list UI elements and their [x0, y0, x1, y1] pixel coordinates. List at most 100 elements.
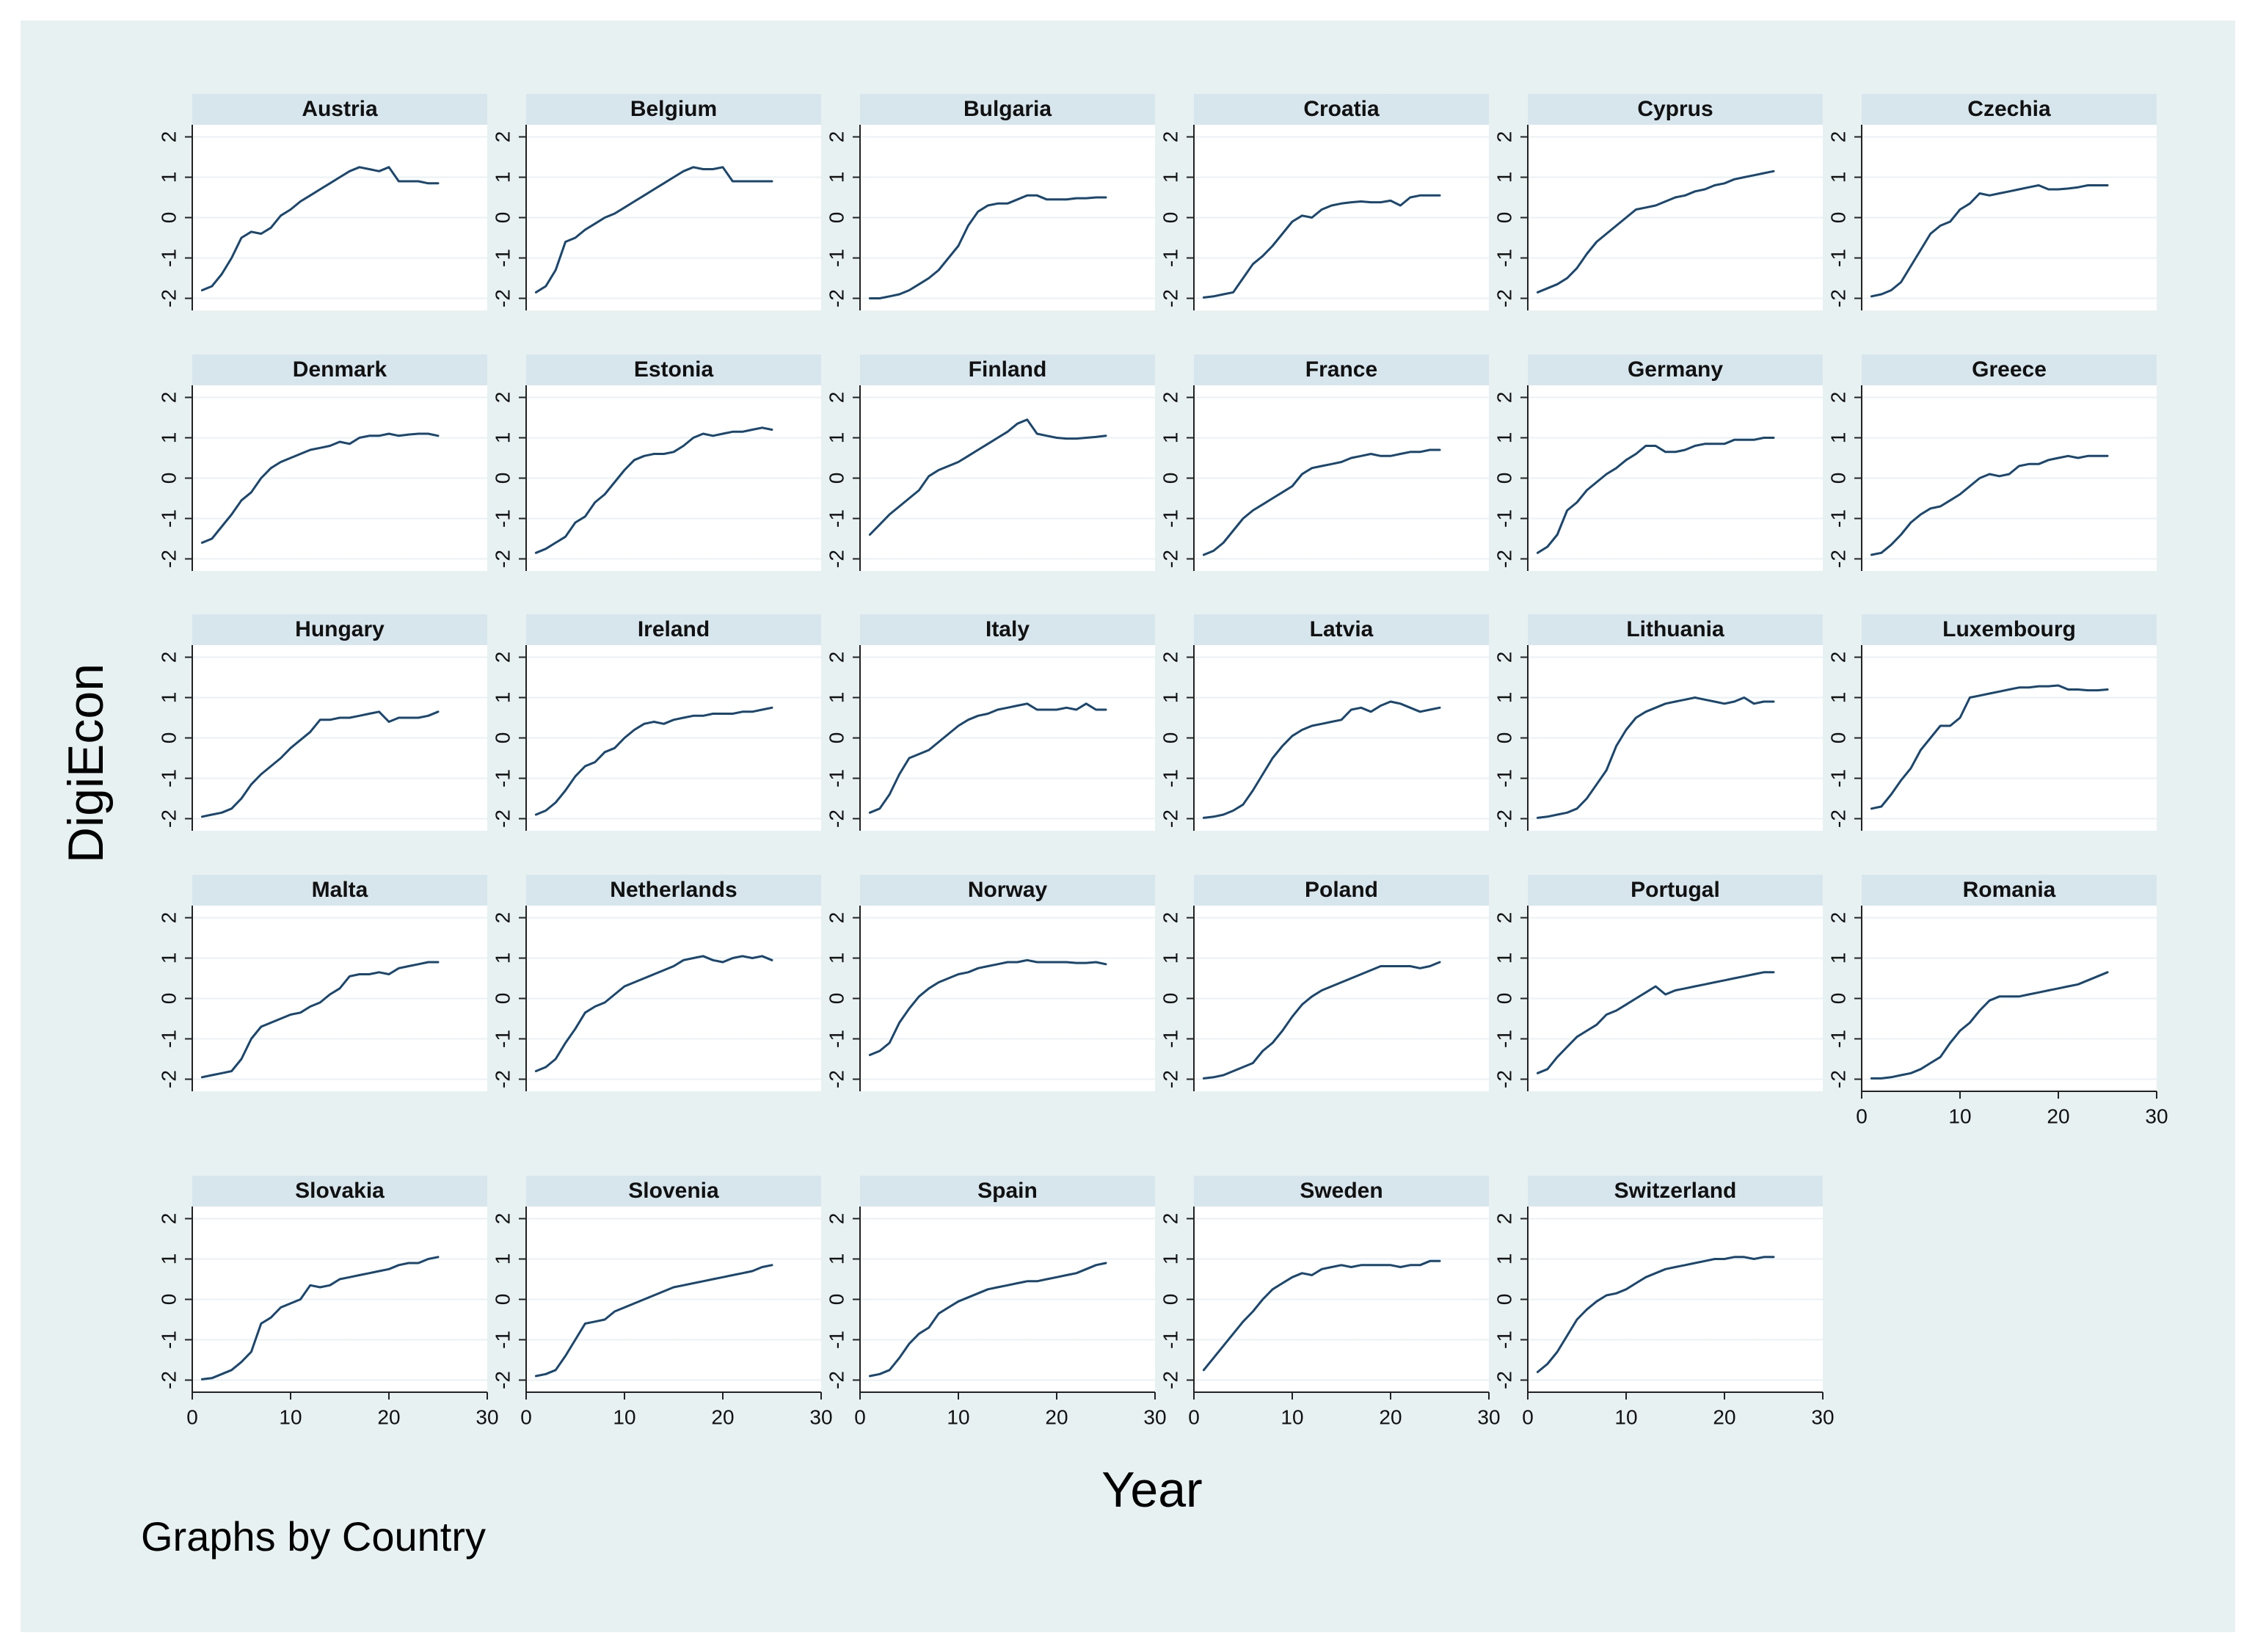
- y-tick-label: 1: [1159, 432, 1181, 444]
- y-tick-label: 0: [157, 473, 180, 484]
- y-tick-label: 1: [491, 432, 514, 444]
- y-tick-label: 2: [157, 912, 180, 924]
- panel-ireland: Ireland 2 1 0 -1 -2: [491, 614, 821, 831]
- panel-cyprus: Cyprus 2 1 0 -1 -2: [1493, 94, 1823, 310]
- y-tick-label: -2: [1826, 289, 1849, 308]
- x-tick-label: 10: [279, 1405, 302, 1428]
- y-tick-label: -2: [157, 809, 180, 828]
- panel-title: Romania: [1963, 878, 2056, 902]
- panel-header: [1194, 354, 1489, 385]
- y-tick-label: 2: [825, 1213, 848, 1225]
- x-tick-label: 10: [1614, 1405, 1637, 1428]
- y-tick-label: -2: [491, 1070, 514, 1088]
- panel-header: [526, 94, 821, 125]
- series-line-belgium: [534, 166, 773, 294]
- y-tick-label: -1: [1493, 1030, 1515, 1048]
- y-tick-label: 2: [157, 652, 180, 663]
- y-tick-label: 1: [1159, 172, 1181, 183]
- y-tick-label: -1: [1159, 1331, 1181, 1349]
- panel-title: Hungary: [295, 617, 385, 641]
- y-tick-label: 1: [157, 953, 180, 964]
- y-tick-label: -1: [825, 509, 848, 528]
- panel-header: [860, 94, 1155, 125]
- panel-malta: Malta 2 1 0 -1 -2: [157, 875, 487, 1091]
- y-tick-label: -1: [1493, 1331, 1515, 1349]
- x-tick-label: 30: [809, 1405, 832, 1428]
- x-tick-label: 20: [1045, 1405, 1068, 1428]
- panel-title: Estonia: [634, 357, 714, 382]
- y-tick-label: 1: [1493, 1253, 1515, 1265]
- y-tick-label: 2: [1826, 131, 1849, 143]
- y-tick-label: 2: [1159, 912, 1181, 924]
- panel-header: [192, 94, 487, 125]
- series-line-slovakia: [200, 1256, 440, 1380]
- x-tick-label: 0: [520, 1405, 532, 1428]
- y-tick-label: 1: [1159, 692, 1181, 704]
- panel-header: [1528, 1176, 1823, 1207]
- panel-header: [1194, 1176, 1489, 1207]
- panel-lithuania: Lithuania 2 1 0 -1 -2: [1493, 614, 1823, 831]
- y-tick-label: 0: [825, 993, 848, 1005]
- y-tick-label: 1: [1493, 432, 1515, 444]
- y-tick-label: -2: [825, 550, 848, 568]
- series-line-sweden: [1202, 1259, 1441, 1372]
- y-axis-title: DigiEcon: [58, 663, 114, 863]
- y-tick-label: -2: [1493, 550, 1515, 568]
- x-tick-label: 30: [1477, 1405, 1500, 1428]
- panel-belgium: Belgium 2 1 0 -1 -2: [491, 94, 821, 310]
- y-tick-label: 2: [1493, 912, 1515, 924]
- y-tick-label: -1: [491, 249, 514, 267]
- y-tick-label: 0: [157, 1294, 180, 1306]
- x-axis-title: Year: [1101, 1462, 1202, 1518]
- y-tick-label: 0: [1826, 212, 1849, 224]
- series-line-romania: [1870, 971, 2109, 1080]
- y-tick-label: -2: [1159, 1371, 1181, 1389]
- y-tick-label: 1: [825, 172, 848, 183]
- series-line-slovenia: [534, 1264, 773, 1378]
- series-line-germany: [1536, 437, 1775, 554]
- y-tick-label: 0: [825, 1294, 848, 1306]
- y-tick-label: -2: [1826, 1070, 1849, 1088]
- y-tick-label: -1: [157, 769, 180, 787]
- y-tick-label: 0: [1493, 993, 1515, 1005]
- panel-title: Switzerland: [1614, 1179, 1737, 1203]
- series-line-croatia: [1202, 194, 1441, 299]
- y-tick-label: 1: [1826, 432, 1849, 444]
- panel-italy: Italy 2 1 0 -1 -2: [825, 614, 1155, 831]
- panel-header: [1862, 875, 2157, 906]
- series-line-czechia: [1870, 184, 2109, 298]
- x-tick-label: 20: [1713, 1405, 1735, 1428]
- series-line-luxembourg: [1870, 684, 2109, 810]
- series-line-austria: [200, 166, 440, 291]
- series-line-france: [1202, 448, 1441, 556]
- y-tick-label: -2: [1493, 1371, 1515, 1389]
- y-tick-label: 0: [491, 993, 514, 1005]
- y-tick-label: 2: [1493, 652, 1515, 663]
- series-line-portugal: [1536, 971, 1775, 1074]
- y-tick-label: 2: [1493, 1213, 1515, 1225]
- y-tick-label: 0: [1159, 732, 1181, 744]
- panel-finland: Finland 2 1 0 -1 -2: [825, 354, 1155, 571]
- x-tick-label: 0: [1188, 1405, 1200, 1428]
- panel-title: Netherlands: [610, 878, 737, 902]
- y-tick-label: -1: [1493, 769, 1515, 787]
- y-tick-label: 2: [825, 392, 848, 404]
- y-tick-label: 2: [1493, 392, 1515, 404]
- series-line-finland: [868, 418, 1107, 536]
- panel-header: [192, 354, 487, 385]
- panels-group: Austria210-1-2Belgium210-1-2Bulgaria210-…: [157, 94, 2168, 1428]
- panel-header: [192, 614, 487, 645]
- panel-header: [526, 875, 821, 906]
- y-tick-label: -2: [1159, 1070, 1181, 1088]
- panel-title: Bulgaria: [963, 97, 1052, 121]
- y-tick-label: -1: [1159, 509, 1181, 528]
- y-tick-label: -1: [825, 1331, 848, 1349]
- y-tick-label: 1: [1826, 692, 1849, 704]
- y-tick-label: 2: [1159, 392, 1181, 404]
- panel-netherlands: Netherlands 2 1 0 -1 -2: [491, 875, 821, 1091]
- y-tick-label: 0: [1493, 212, 1515, 224]
